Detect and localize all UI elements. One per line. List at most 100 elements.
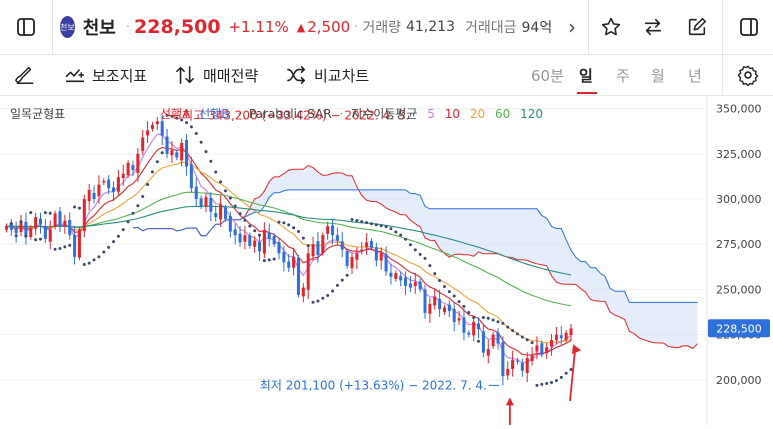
more-info-chevron-icon[interactable]: › [568, 15, 576, 39]
swap-arrows-icon [644, 18, 662, 36]
candle-body [399, 276, 403, 281]
candle-body [374, 247, 378, 261]
candle-body [58, 211, 62, 227]
sar-dot [413, 248, 417, 252]
sar-dot [301, 236, 305, 240]
candle-body [243, 235, 247, 242]
swap-button[interactable] [632, 0, 674, 54]
candle-body [360, 249, 364, 251]
sar-dot [19, 220, 23, 224]
change-percent: +1.11% [228, 18, 289, 36]
sar-dot [63, 245, 67, 249]
period-week-tab[interactable]: 주 [616, 66, 630, 85]
sar-dot [48, 211, 52, 215]
sar-dot [360, 220, 364, 224]
candle-body [253, 240, 257, 247]
candle-body [267, 232, 271, 239]
candle-body [170, 150, 174, 156]
stock-price: 228,500 [134, 16, 221, 38]
sar-dot [82, 262, 86, 266]
candle-body [262, 229, 266, 254]
indicator-chart-icon [65, 69, 84, 83]
candle-body [564, 332, 568, 340]
candle-body [452, 308, 456, 322]
sar-dot [423, 256, 427, 260]
candle-body [77, 229, 81, 258]
candle-body [535, 345, 539, 352]
low-annotation: 최저 201,100 (+13.63%) − 2022. 7. 4. [260, 378, 487, 392]
sar-dot [447, 290, 451, 294]
volume-label: 거래량 [362, 20, 401, 36]
sar-dot [73, 205, 77, 209]
chart-settings-button[interactable] [737, 55, 759, 95]
candle-body [228, 216, 232, 232]
sar-dot [525, 338, 529, 342]
candle-body [199, 198, 203, 207]
period-month-tab[interactable]: 월 [651, 66, 665, 85]
sar-dot [292, 226, 296, 230]
candle-body [306, 253, 310, 290]
candle-body [413, 282, 417, 287]
chart-canvas[interactable]: 최고 343,200 (−33.42%) − 2022. 4. 5. 최저 201… [0, 96, 773, 425]
sar-dot [418, 252, 422, 256]
candle-body [369, 240, 373, 248]
edit-button[interactable] [676, 0, 718, 54]
candle-body [68, 220, 72, 236]
y-tick-label: 200,000 [716, 374, 762, 387]
candle-body [185, 140, 189, 167]
current-price-tag [708, 319, 770, 338]
legend-ma10: 10 [445, 107, 460, 121]
candle-body [326, 226, 330, 234]
favorite-star-button[interactable] [590, 0, 632, 54]
drawing-tool-button[interactable] [14, 55, 36, 95]
ma10-line [6, 146, 572, 356]
candle-body [472, 321, 476, 336]
compare-chart-label: 비교차트 [314, 66, 370, 85]
legend-ma60: 60 [495, 107, 510, 121]
active-period-indicator [577, 92, 597, 94]
sar-dot [29, 211, 33, 215]
sar-dot [87, 261, 91, 265]
candle-body [311, 244, 315, 257]
sar-dot [9, 221, 13, 225]
price-chart[interactable]: 최고 343,200 (−33.42%) − 2022. 4. 5. 최저 201… [0, 96, 773, 425]
candle-body [48, 229, 52, 242]
candle-body [496, 332, 500, 344]
panel-right-button[interactable] [724, 0, 773, 54]
candle-body [19, 222, 23, 232]
sidebar-toggle-button[interactable] [0, 0, 52, 54]
compare-chart-button[interactable]: 비교차트 [286, 55, 369, 95]
panel-left-icon [17, 18, 35, 36]
trade-strategy-button[interactable]: 매매전략 [175, 55, 258, 95]
sar-dot [185, 121, 189, 125]
candle-body [219, 204, 223, 220]
y-tick-label: 300,000 [716, 193, 762, 206]
candle-body [365, 242, 369, 248]
sar-dot [491, 318, 495, 322]
candle-body [4, 226, 8, 230]
candle-body [121, 173, 125, 179]
period-60min-tab[interactable]: 60분 [531, 66, 564, 85]
sar-dot [559, 375, 563, 379]
span-a-line [132, 164, 698, 350]
candle-body [126, 162, 130, 176]
candle-body [525, 358, 529, 373]
candle-body [467, 332, 471, 335]
candle-body [491, 334, 495, 347]
sar-dot [243, 218, 247, 222]
candle-body [131, 165, 135, 171]
candle-body [550, 340, 554, 347]
candle-body [272, 235, 276, 245]
period-year-tab[interactable]: 년 [688, 66, 702, 85]
candle-body [87, 190, 91, 202]
candle-body [43, 226, 47, 239]
sar-dot [433, 272, 437, 276]
sar-dot [506, 325, 510, 329]
candle-body [506, 368, 510, 376]
candle-body [238, 233, 242, 243]
candle-body [559, 335, 563, 339]
sar-dot [384, 225, 388, 229]
candle-body [350, 256, 354, 269]
aux-indicator-button[interactable]: 보조지표 [64, 55, 147, 95]
period-day-tab[interactable]: 일 [579, 66, 593, 85]
